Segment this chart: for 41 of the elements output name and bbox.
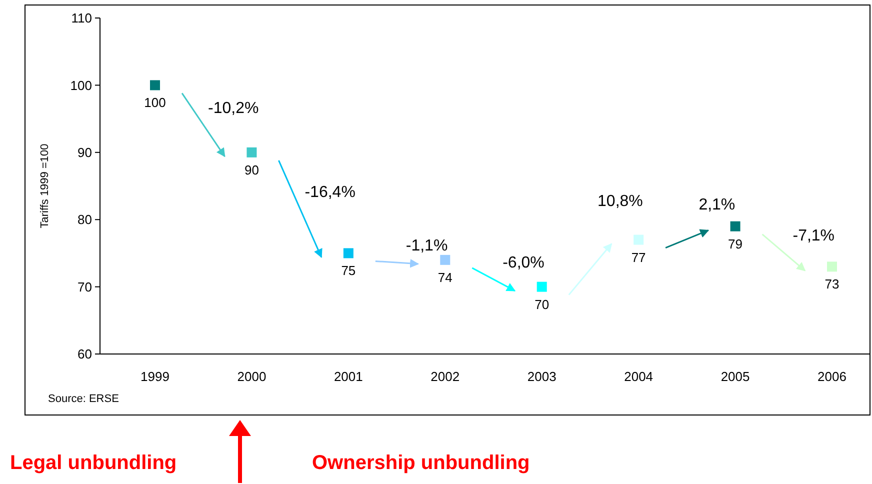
y-tick-label: 80 (78, 212, 92, 228)
text: Ownership unbundling (312, 452, 530, 474)
x-tick-label: 2000 (237, 369, 266, 384)
x-tick-label: 2003 (527, 369, 556, 384)
annotation: -10,2% (208, 100, 259, 117)
x-tick-label: 2005 (720, 369, 750, 384)
source-note: Source: ERSE (48, 393, 119, 405)
x-tick-label: 2001 (334, 369, 363, 384)
point (343, 248, 354, 258)
point (634, 234, 644, 245)
point (536, 282, 547, 292)
annotation: 10,8% (598, 193, 643, 210)
data-label: 70 (534, 296, 550, 312)
data-label: 74 (438, 270, 452, 285)
point (150, 80, 160, 90)
data-label: 90 (244, 162, 259, 178)
x-tick-label: 2006 (818, 369, 846, 384)
data-label: 77 (631, 250, 646, 265)
x-tick-label: 1999 (140, 369, 170, 384)
y-tick-label: 60 (78, 346, 92, 362)
x-tick-label: 2002 (430, 369, 460, 384)
text: Legal unbundling (10, 452, 177, 474)
data-label: 75 (341, 263, 356, 278)
y-axis-title: Tariffs 1999 =100 (39, 144, 51, 228)
data-label: 73 (824, 276, 840, 292)
point (827, 262, 837, 272)
data-label: 79 (728, 236, 743, 252)
y-tick-label: 110 (71, 10, 92, 26)
annotation: -6,0% (502, 254, 544, 272)
x-tick-label: 2004 (624, 369, 654, 384)
point (246, 147, 257, 158)
data-label: 100 (144, 95, 166, 110)
annotation: -7,1% (792, 227, 835, 244)
point (440, 254, 450, 265)
y-tick-label: 90 (78, 144, 92, 160)
annotation: -16,4% (304, 184, 356, 201)
annotation: 2,1% (698, 196, 736, 214)
annotation: -1,1% (406, 238, 448, 255)
point (730, 221, 740, 232)
y-tick-label: 70 (78, 279, 92, 294)
y-tick-label: 100 (70, 78, 92, 93)
